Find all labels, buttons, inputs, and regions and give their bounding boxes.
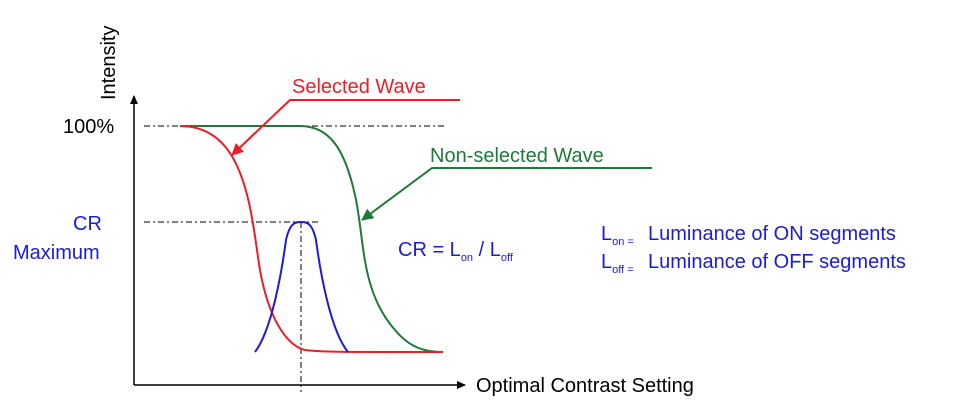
non-selected-wave-pointer: [361, 167, 652, 221]
legend-off-symbol: L: [601, 251, 612, 273]
non-selected-wave-curve: [180, 125, 444, 353]
formula-middle: / L: [473, 239, 501, 261]
legend-on: Lon = Luminance of ON segments: [601, 223, 896, 248]
legend-off: Loff = Luminance of OFF segments: [601, 251, 906, 276]
formula-sub-on: on: [461, 252, 473, 264]
cr-label: CR: [73, 213, 102, 235]
selected-wave-label: Selected Wave: [292, 76, 426, 98]
x-axis-label: Optimal Contrast Setting: [476, 375, 694, 397]
contrast-ratio-curve: [254, 220, 349, 353]
y-axis-label: Intensity: [98, 26, 120, 100]
non-selected-wave-label: Non-selected Wave: [430, 145, 604, 167]
cr-formula: CR = Lon / Loff: [398, 239, 514, 264]
legend-off-text: Luminance of OFF segments: [648, 251, 906, 273]
selected-wave-curve: [179, 125, 444, 353]
selected-wave-pointer: [231, 99, 460, 156]
formula-sub-off: off: [501, 252, 514, 264]
legend-on-sub: on =: [612, 236, 634, 248]
legend-off-sub: off =: [612, 264, 634, 276]
formula-prefix: CR = L: [398, 239, 461, 261]
legend-on-symbol: L: [601, 223, 612, 245]
maximum-label: Maximum: [13, 242, 100, 264]
hundred-percent-label: 100%: [63, 116, 114, 138]
legend-on-text: Luminance of ON segments: [648, 223, 896, 245]
